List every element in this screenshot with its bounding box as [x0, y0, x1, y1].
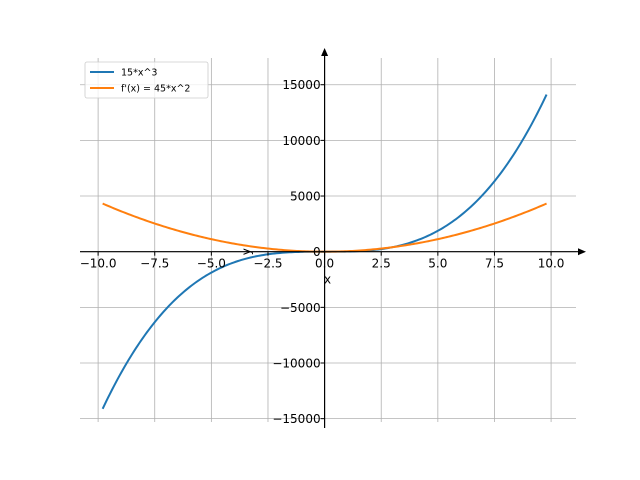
ticks: −10.0 −7.5 −5.0 −2.5 0.0 2.5 5.0 7.5 10.0 −15000 −… — [80, 78, 565, 426]
legend-box — [84, 61, 209, 99]
y-axis-label: y — [240, 248, 254, 255]
x-axis-label: x — [324, 273, 331, 287]
axes — [80, 48, 586, 428]
x-tick-label: 5.0 — [428, 257, 447, 271]
x-axis-arrow — [578, 248, 586, 256]
legend-label-series-2: f'(x) = 45*x^2 — [121, 84, 190, 95]
x-tick-label: 10.0 — [538, 257, 565, 271]
y-tick-label: −5000 — [280, 301, 321, 315]
x-tick-label: −7.5 — [140, 257, 169, 271]
legend-label-series-1: 15*x^3 — [121, 68, 157, 79]
x-tick-label: 0.0 — [315, 257, 334, 271]
y-tick-label: 5000 — [290, 190, 321, 204]
legend: 15*x^3 f'(x) = 45*x^2 — [84, 61, 209, 99]
y-tick-label: −15000 — [272, 412, 320, 426]
x-tick-label: 2.5 — [372, 257, 391, 271]
x-tick-label: −5.0 — [197, 257, 226, 271]
grid — [80, 58, 576, 422]
x-tick-label: 7.5 — [485, 257, 504, 271]
y-tick-label: 10000 — [282, 134, 320, 148]
x-tick-label: −10.0 — [80, 257, 117, 271]
x-tick-label: −2.5 — [253, 257, 282, 271]
y-axis-arrow — [321, 48, 329, 56]
y-tick-label: 15000 — [282, 78, 320, 92]
y-tick-label: 0 — [313, 245, 321, 259]
y-tick-label: −10000 — [272, 357, 320, 371]
